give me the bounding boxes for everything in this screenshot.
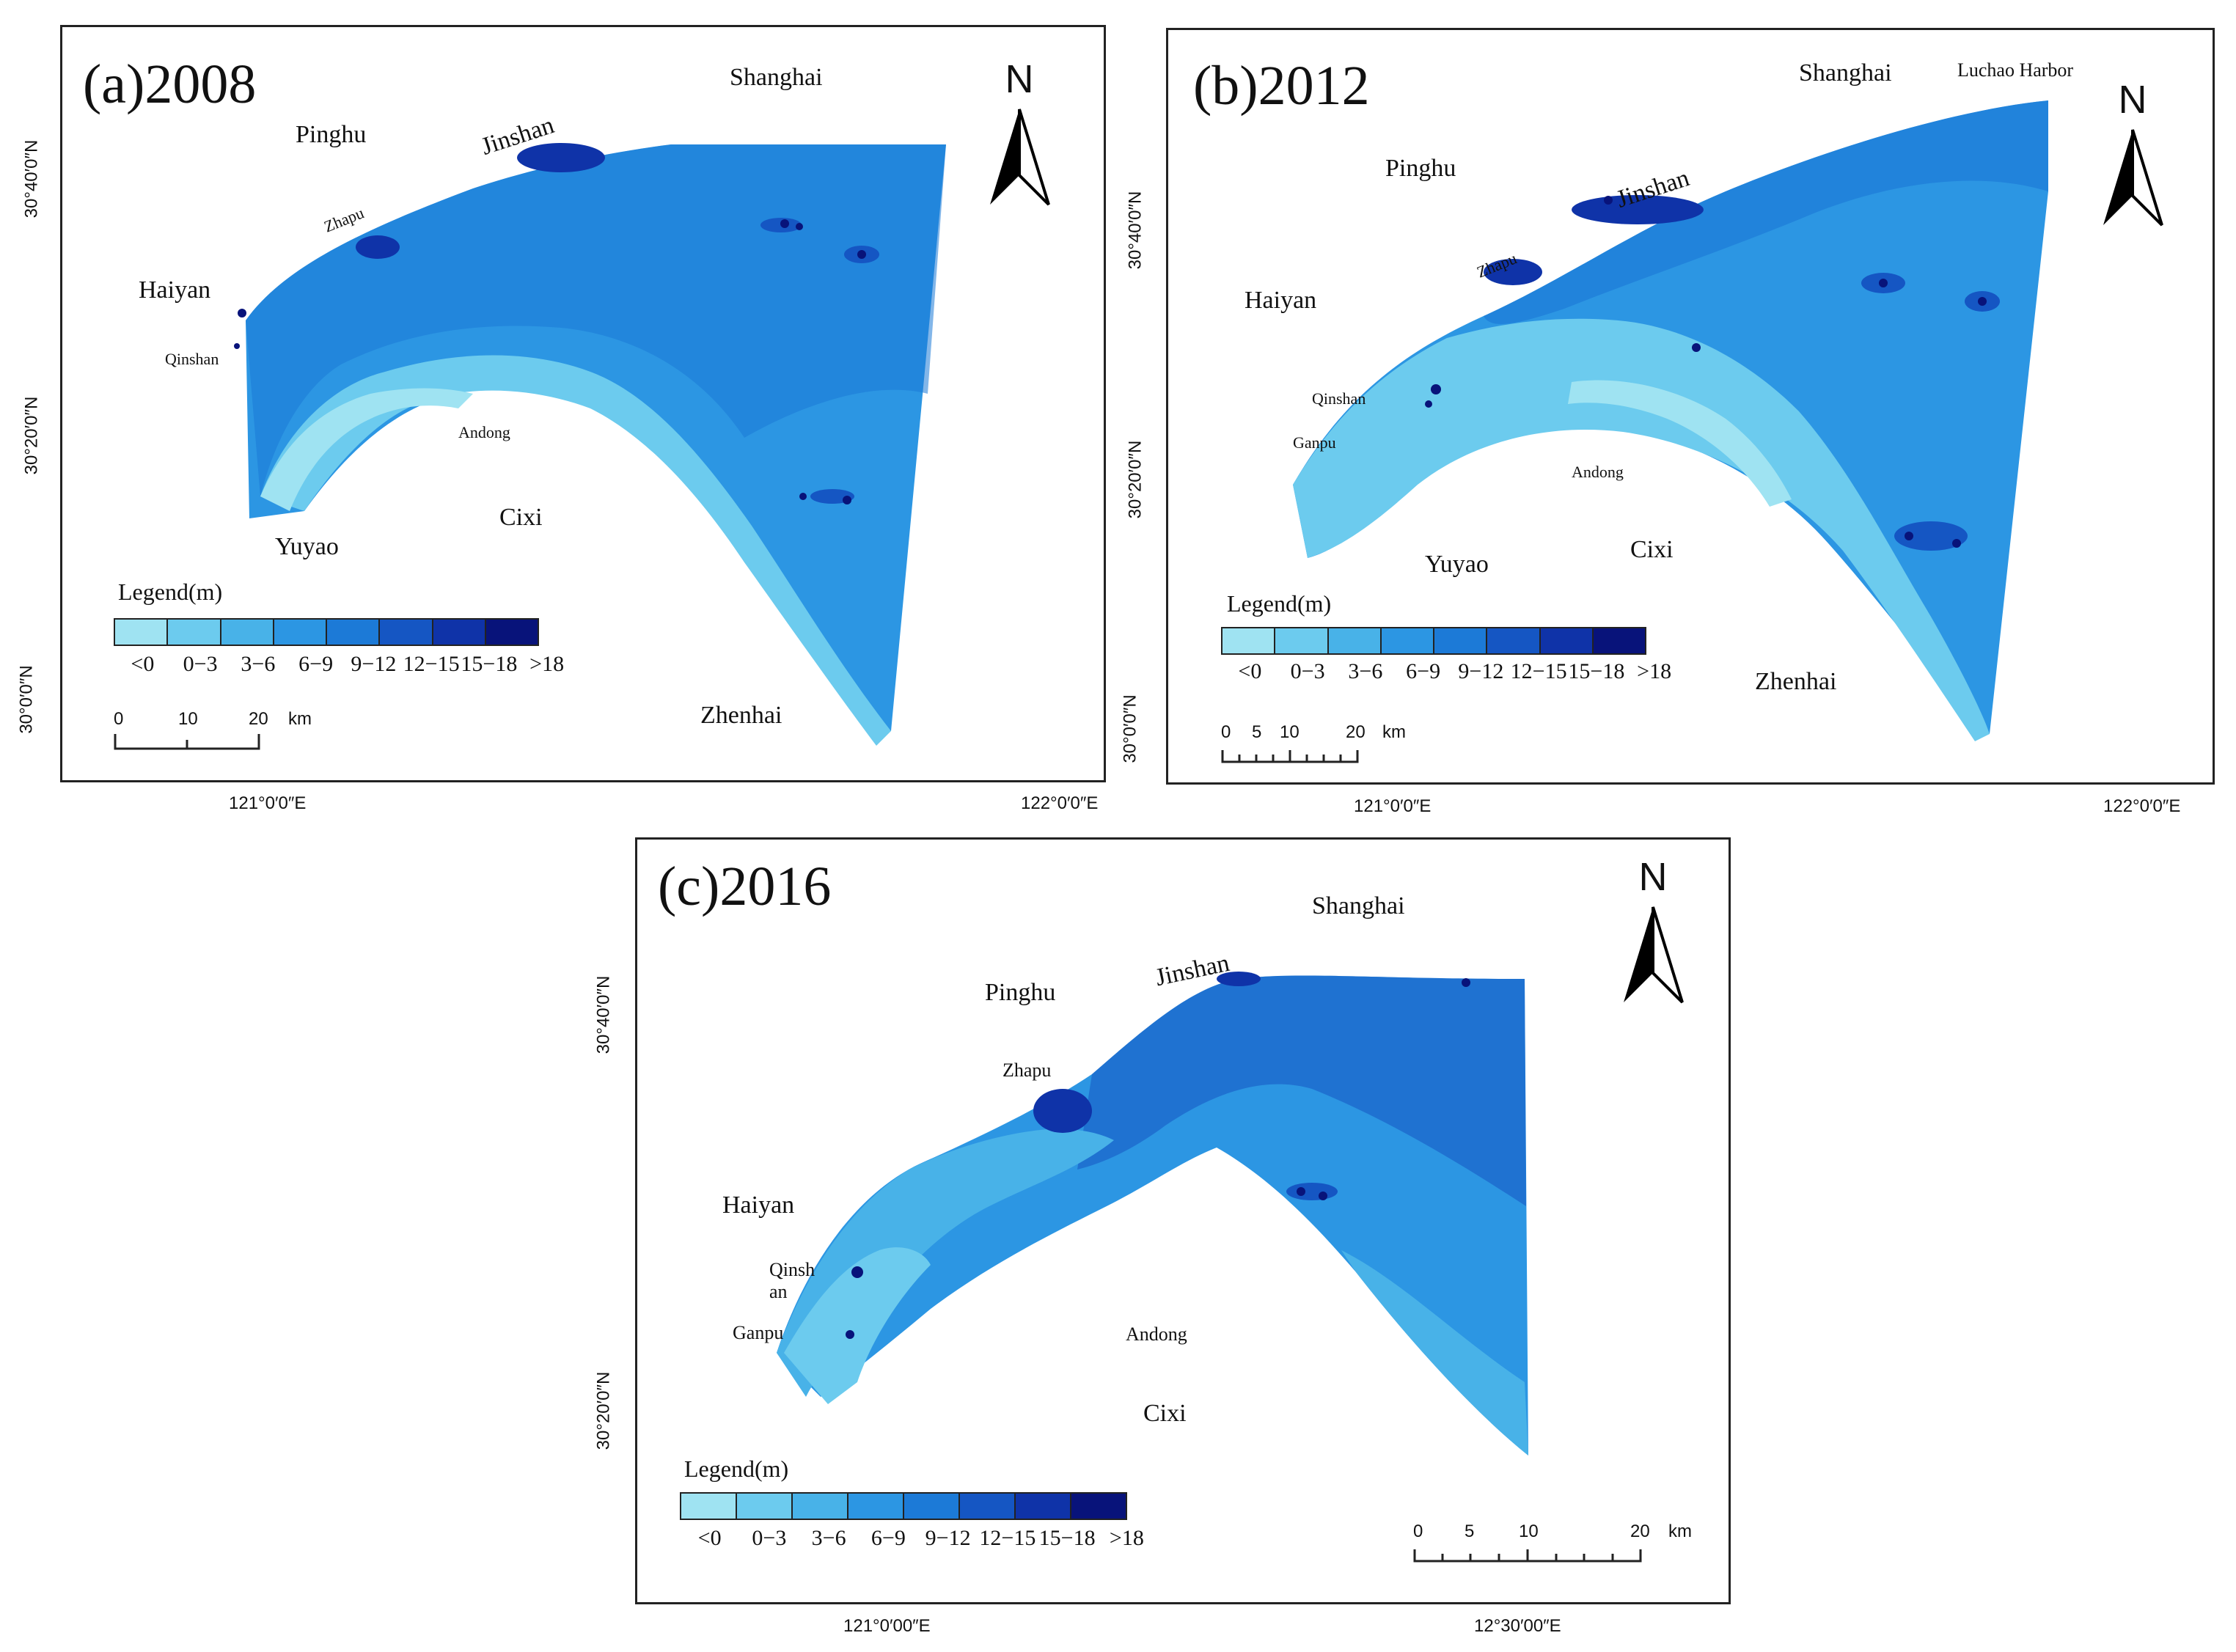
legend-title: Legend(m) bbox=[684, 1455, 789, 1482]
legend-labels: <0 0−3 3−6 6−9 9−12 12−15 15−18 >18 bbox=[697, 1526, 1144, 1550]
north-arrow-icon: N bbox=[1620, 854, 1686, 1013]
place-label-pinghu: Pinghu bbox=[1385, 155, 1456, 182]
lat-label: 30°0′0″N bbox=[16, 665, 37, 734]
place-label-ganpu: Ganpu bbox=[733, 1322, 784, 1343]
place-label-yuyao: Yuyao bbox=[275, 533, 339, 560]
lat-label: 30°40′0″N bbox=[593, 975, 614, 1054]
lat-label: 30°20′0″N bbox=[1125, 440, 1146, 519]
depth-spots bbox=[234, 219, 866, 504]
legend-color-ramp bbox=[114, 618, 539, 646]
place-label-zhenhai: Zhenhai bbox=[1755, 668, 1837, 695]
place-label-qinshan: Qinsh bbox=[769, 1259, 815, 1280]
place-label-andong: Andong bbox=[1126, 1324, 1187, 1345]
place-label-haiyan: Haiyan bbox=[139, 276, 211, 304]
place-label-luchao-harbor: Luchao Harbor bbox=[1957, 59, 2074, 81]
place-label-yuyao: Yuyao bbox=[1425, 551, 1489, 578]
lat-label: 30°20′0″N bbox=[21, 396, 42, 475]
lon-label: 121°0′00″E bbox=[843, 1616, 931, 1636]
legend-labels: <0 0−3 3−6 6−9 9−12 12−15 15−18 >18 bbox=[131, 652, 565, 676]
legend-title: Legend(m) bbox=[1227, 590, 1332, 617]
legend-title: Legend(m) bbox=[118, 579, 223, 605]
lat-label: 30°40′0″N bbox=[21, 139, 42, 219]
place-label-haiyan: Haiyan bbox=[722, 1192, 795, 1219]
lon-label: 121°0′0″E bbox=[229, 793, 307, 813]
legend-color-ramp bbox=[1221, 627, 1646, 655]
map-panel-2016: (c)2016 Shanghai Pinghu Jinshan Zhapu Ha… bbox=[635, 837, 1731, 1604]
map-panel-2008: (a)2008 Shanghai Pinghu Jinshan Zhapu Ha… bbox=[60, 25, 1106, 782]
bathymetry-map-2008 bbox=[234, 143, 946, 746]
place-label-shanghai: Shanghai bbox=[730, 64, 823, 91]
place-label-pinghu: Pinghu bbox=[985, 979, 1056, 1006]
place-label-haiyan: Haiyan bbox=[1245, 287, 1317, 314]
place-label-zhenhai: Zhenhai bbox=[700, 702, 782, 729]
place-label-qinshan: Qinshan bbox=[1312, 389, 1366, 408]
place-label-cixi: Cixi bbox=[499, 504, 543, 531]
legend-color-ramp bbox=[680, 1492, 1127, 1520]
place-label-qinshan: Qinshan bbox=[165, 350, 219, 368]
panel-title: (a)2008 bbox=[83, 54, 257, 115]
map-panel-2012: (b)2012 Shanghai Luchao Harbor Pinghu Ji… bbox=[1166, 28, 2215, 785]
place-label-shanghai: Shanghai bbox=[1312, 892, 1405, 919]
place-label-andong: Andong bbox=[458, 423, 510, 441]
lat-label: 30°40′0″N bbox=[1125, 191, 1146, 270]
lon-label: 122°0′0″E bbox=[1021, 793, 1099, 813]
bathymetry-map-2016 bbox=[777, 972, 1528, 1455]
panel-title: (b)2012 bbox=[1193, 55, 1370, 117]
place-label-cixi: Cixi bbox=[1143, 1400, 1187, 1427]
lat-label: 30°20′0″N bbox=[593, 1371, 614, 1450]
place-label-shanghai: Shanghai bbox=[1799, 59, 1892, 87]
legend-labels: <0 0−3 3−6 6−9 9−12 12−15 15−18 >18 bbox=[1238, 659, 1672, 683]
place-label-cixi: Cixi bbox=[1630, 536, 1674, 563]
lon-label: 12°30′00″E bbox=[1474, 1616, 1561, 1636]
north-arrow-icon: N bbox=[986, 56, 1052, 216]
panel-title: (c)2016 bbox=[658, 856, 832, 917]
place-label-ganpu: Ganpu bbox=[1293, 433, 1336, 452]
place-label-qinshan-suffix: an bbox=[769, 1281, 788, 1302]
place-label-andong: Andong bbox=[1572, 463, 1624, 481]
lon-label: 122°0′0″E bbox=[2103, 796, 2181, 816]
lon-label: 121°0′0″E bbox=[1354, 796, 1432, 816]
north-arrow-icon: N bbox=[2100, 77, 2166, 236]
place-label-zhapu: Zhapu bbox=[1002, 1060, 1052, 1081]
bathymetry-map-2012 bbox=[1293, 100, 2048, 741]
place-label-pinghu: Pinghu bbox=[296, 121, 367, 148]
lat-label: 30°0′0″N bbox=[1120, 694, 1140, 763]
